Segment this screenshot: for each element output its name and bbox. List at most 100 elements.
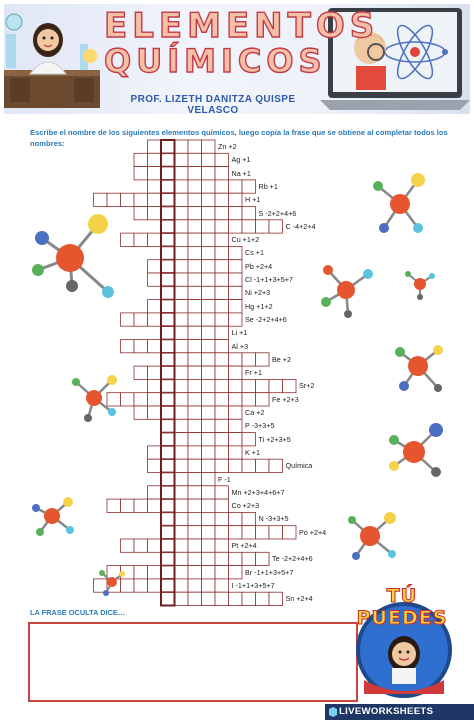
- letter-cell[interactable]: [187, 551, 202, 566]
- letter-cell[interactable]: [214, 432, 229, 447]
- letter-cell[interactable]: [174, 498, 189, 513]
- letter-cell[interactable]: [228, 245, 243, 261]
- letter-cell[interactable]: [241, 206, 256, 221]
- letter-cell[interactable]: [187, 512, 202, 527]
- letter-cell[interactable]: [187, 179, 202, 194]
- letter-cell[interactable]: [228, 445, 243, 460]
- letter-cell[interactable]: [147, 152, 162, 168]
- letter-cell[interactable]: [187, 219, 202, 234]
- letter-cell[interactable]: [133, 565, 148, 580]
- key-letter-cell[interactable]: [160, 445, 176, 460]
- letter-cell[interactable]: [214, 339, 229, 354]
- letter-cell[interactable]: [120, 392, 135, 407]
- letter-cell[interactable]: [147, 405, 162, 420]
- letter-cell[interactable]: [201, 179, 216, 194]
- letter-cell[interactable]: [214, 312, 229, 327]
- key-letter-cell[interactable]: [160, 312, 176, 327]
- letter-cell[interactable]: [255, 352, 270, 367]
- letter-cell[interactable]: [120, 312, 135, 327]
- letter-cell[interactable]: [174, 378, 189, 394]
- letter-cell[interactable]: [147, 206, 162, 221]
- letter-cell[interactable]: [214, 392, 229, 407]
- letter-cell[interactable]: [201, 551, 216, 566]
- letter-cell[interactable]: [93, 192, 108, 207]
- letter-cell[interactable]: [187, 498, 202, 513]
- key-letter-cell[interactable]: [160, 405, 176, 421]
- letter-cell[interactable]: [174, 458, 189, 473]
- letter-cell[interactable]: [133, 578, 148, 593]
- letter-cell[interactable]: [214, 192, 229, 207]
- letter-cell[interactable]: [255, 591, 270, 606]
- key-letter-cell[interactable]: [160, 338, 176, 354]
- letter-cell[interactable]: [187, 325, 202, 340]
- letter-cell[interactable]: [201, 458, 216, 473]
- letter-cell[interactable]: [201, 405, 216, 420]
- letter-cell[interactable]: [214, 206, 229, 221]
- letter-cell[interactable]: [147, 259, 162, 274]
- letter-cell[interactable]: [174, 432, 189, 447]
- letter-cell[interactable]: [106, 498, 121, 513]
- letter-cell[interactable]: [174, 538, 189, 553]
- letter-cell[interactable]: [214, 405, 229, 420]
- key-letter-cell[interactable]: [160, 258, 176, 274]
- letter-cell[interactable]: [214, 445, 229, 460]
- key-letter-cell[interactable]: [160, 591, 176, 607]
- letter-cell[interactable]: [241, 591, 256, 606]
- letter-cell[interactable]: [241, 352, 256, 367]
- letter-cell[interactable]: [214, 325, 229, 340]
- letter-cell[interactable]: [174, 245, 189, 261]
- key-letter-cell[interactable]: [160, 511, 176, 527]
- letter-cell[interactable]: [228, 192, 243, 207]
- letter-cell[interactable]: [174, 259, 189, 274]
- letter-cell[interactable]: [268, 591, 283, 606]
- letter-cell[interactable]: [228, 458, 243, 473]
- letter-cell[interactable]: [201, 512, 216, 527]
- letter-cell[interactable]: [228, 352, 243, 367]
- letter-cell[interactable]: [201, 245, 216, 261]
- letter-cell[interactable]: [174, 219, 189, 234]
- letter-cell[interactable]: [228, 285, 243, 300]
- letter-cell[interactable]: [187, 245, 202, 261]
- letter-cell[interactable]: [187, 272, 202, 287]
- letter-cell[interactable]: [133, 166, 148, 181]
- letter-cell[interactable]: [201, 232, 216, 247]
- letter-cell[interactable]: [282, 525, 297, 540]
- letter-cell[interactable]: [133, 206, 148, 221]
- letter-cell[interactable]: [133, 498, 148, 513]
- letter-cell[interactable]: [201, 591, 216, 606]
- letter-cell[interactable]: [201, 152, 216, 168]
- letter-cell[interactable]: [133, 312, 148, 327]
- letter-cell[interactable]: [174, 285, 189, 300]
- key-letter-cell[interactable]: [160, 325, 176, 341]
- letter-cell[interactable]: [228, 206, 243, 221]
- letter-cell[interactable]: [187, 472, 202, 487]
- letter-cell[interactable]: [201, 432, 216, 447]
- letter-cell[interactable]: [147, 365, 162, 380]
- letter-cell[interactable]: [147, 166, 162, 181]
- letter-cell[interactable]: [147, 299, 162, 314]
- letter-cell[interactable]: [187, 418, 202, 433]
- letter-cell[interactable]: [201, 538, 216, 553]
- letter-cell[interactable]: [255, 392, 270, 407]
- key-letter-cell[interactable]: [160, 498, 176, 514]
- letter-cell[interactable]: [201, 445, 216, 460]
- letter-cell[interactable]: [133, 392, 148, 407]
- letter-cell[interactable]: [241, 458, 256, 473]
- key-letter-cell[interactable]: [160, 564, 176, 580]
- letter-cell[interactable]: [133, 232, 148, 247]
- letter-cell[interactable]: [201, 418, 216, 433]
- key-letter-cell[interactable]: [160, 192, 176, 208]
- hidden-phrase-input[interactable]: [28, 622, 358, 702]
- letter-cell[interactable]: [228, 565, 243, 580]
- letter-cell[interactable]: [201, 285, 216, 300]
- letter-cell[interactable]: [228, 432, 243, 447]
- letter-cell[interactable]: [174, 325, 189, 340]
- letter-cell[interactable]: [214, 578, 229, 593]
- letter-cell[interactable]: [174, 578, 189, 593]
- letter-cell[interactable]: [214, 166, 229, 181]
- letter-cell[interactable]: [228, 525, 243, 540]
- letter-cell[interactable]: [147, 498, 162, 513]
- letter-cell[interactable]: [201, 312, 216, 327]
- letter-cell[interactable]: [241, 525, 256, 540]
- letter-cell[interactable]: [187, 259, 202, 274]
